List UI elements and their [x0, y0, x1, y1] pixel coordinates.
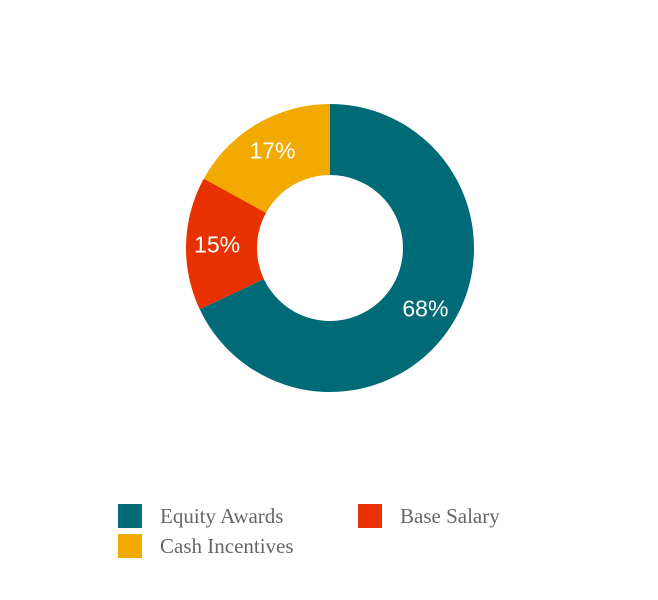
legend-swatch-equity-awards: [118, 504, 142, 528]
legend-item-equity-awards: Equity Awards: [118, 502, 283, 530]
legend-swatch-base-salary: [358, 504, 382, 528]
donut-slices: [186, 104, 475, 392]
legend-swatch-cash-incentives: [118, 534, 142, 558]
value-label-equity-awards: 68%: [402, 296, 448, 322]
slice-equity-awards: [199, 104, 475, 392]
legend-label-base-salary: Base Salary: [400, 503, 500, 528]
value-label-cash-incentives: 17%: [249, 138, 295, 164]
donut-labels: 68% 15% 17%: [194, 138, 448, 322]
legend-label-equity-awards: Equity Awards: [160, 503, 284, 528]
legend-label-cash-incentives: Cash Incentives: [160, 533, 294, 558]
donut-chart: 68% 15% 17%: [186, 104, 475, 392]
value-label-base-salary: 15%: [194, 231, 240, 257]
legend-item-base-salary: Base Salary: [358, 502, 500, 530]
legend-item-cash-incentives: Cash Incentives: [118, 532, 294, 560]
legend: Equity Awards Base Salary Cash Incentive…: [118, 500, 558, 570]
slice-base-salary: [186, 178, 267, 310]
slice-cash-incentives: [203, 104, 330, 213]
